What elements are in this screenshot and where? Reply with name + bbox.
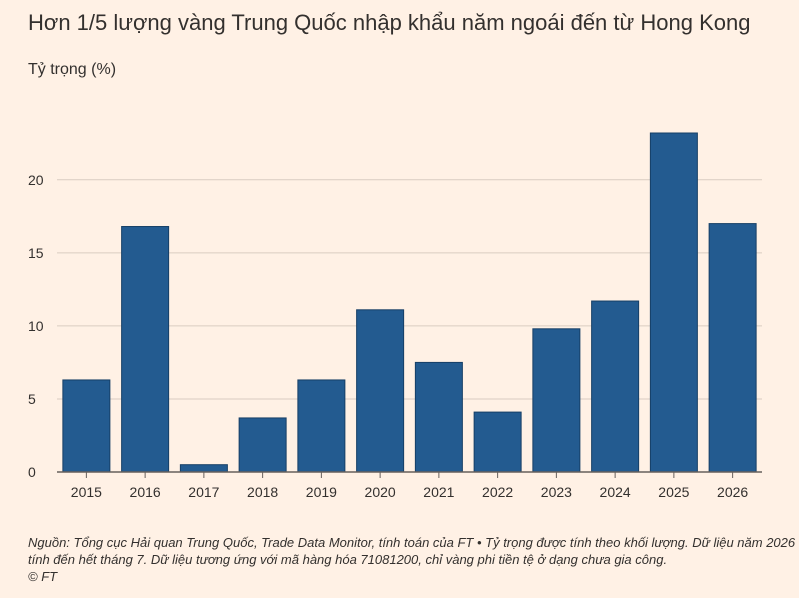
bar-2026 xyxy=(708,223,757,473)
bar-2017 xyxy=(179,464,228,473)
y-tick-label: 10 xyxy=(28,318,44,334)
x-tick-label: 2015 xyxy=(71,484,102,500)
y-tick-label: 20 xyxy=(28,172,44,188)
bar-2025 xyxy=(649,132,698,473)
x-tick-label: 2023 xyxy=(541,484,572,500)
gridlines xyxy=(57,179,762,400)
x-axis xyxy=(57,471,762,478)
source-note-line-2: tính đến hết tháng 7. Dữ liệu tương ứng … xyxy=(28,552,668,567)
x-tick-label: 2026 xyxy=(717,484,748,500)
y-tick-label: 5 xyxy=(28,391,36,407)
bar-2020 xyxy=(356,309,405,473)
x-tick-label: 2020 xyxy=(365,484,396,500)
x-tick-labels: 2015 2016 2017 2018 2019 2020 2021 2022 2023 2024… xyxy=(71,484,749,500)
y-tick-labels: 0 5 10 15 20 xyxy=(28,172,44,480)
y-tick-label: 15 xyxy=(28,245,44,261)
x-tick-label: 2024 xyxy=(600,484,631,500)
y-tick-label: 0 xyxy=(28,464,36,480)
bar-2022 xyxy=(473,411,522,473)
chart-title: Hơn 1/5 lượng vàng Trung Quốc nhập khẩu … xyxy=(28,10,751,35)
x-tick-label: 2019 xyxy=(306,484,337,500)
x-tick-label: 2022 xyxy=(482,484,513,500)
bar-2016 xyxy=(121,226,170,473)
bar-2015 xyxy=(62,379,111,473)
copyright: © FT xyxy=(28,569,58,584)
bar-2021 xyxy=(414,361,463,473)
bars xyxy=(62,132,757,473)
x-tick-label: 2018 xyxy=(247,484,278,500)
bar-2023 xyxy=(532,328,581,473)
x-tick-label: 2025 xyxy=(658,484,689,500)
bar-2019 xyxy=(297,379,346,473)
x-tick-label: 2016 xyxy=(130,484,161,500)
x-tick-label: 2017 xyxy=(188,484,219,500)
y-axis-label: Tỷ trọng (%) xyxy=(28,61,117,78)
bar-2018 xyxy=(238,417,287,473)
x-tick-label: 2021 xyxy=(423,484,454,500)
bar-2024 xyxy=(591,300,640,473)
chart-footer: Nguồn: Tổng cục Hải quan Trung Quốc, Tra… xyxy=(28,534,796,585)
source-note-line-1: Nguồn: Tổng cục Hải quan Trung Quốc, Tra… xyxy=(28,535,796,550)
